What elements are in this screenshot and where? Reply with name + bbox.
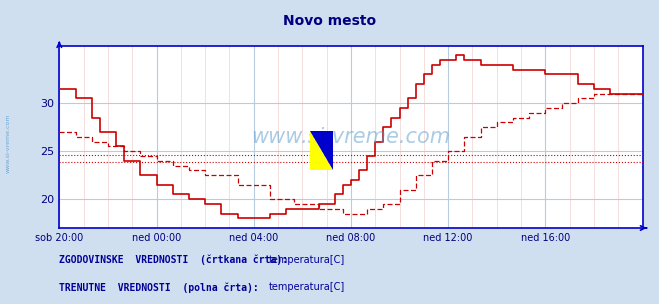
- Polygon shape: [310, 131, 333, 170]
- Polygon shape: [310, 131, 333, 170]
- Text: ZGODOVINSKE  VREDNOSTI  (črtkana črta):: ZGODOVINSKE VREDNOSTI (črtkana črta):: [59, 255, 289, 265]
- Text: Novo mesto: Novo mesto: [283, 14, 376, 28]
- Text: TRENUTNE  VREDNOSTI  (polna črta):: TRENUTNE VREDNOSTI (polna črta):: [59, 282, 259, 292]
- Text: www.si-vreme.com: www.si-vreme.com: [251, 127, 451, 147]
- Text: temperatura[C]: temperatura[C]: [269, 255, 345, 265]
- Text: temperatura[C]: temperatura[C]: [269, 282, 345, 292]
- Text: www.si-vreme.com: www.si-vreme.com: [5, 113, 11, 173]
